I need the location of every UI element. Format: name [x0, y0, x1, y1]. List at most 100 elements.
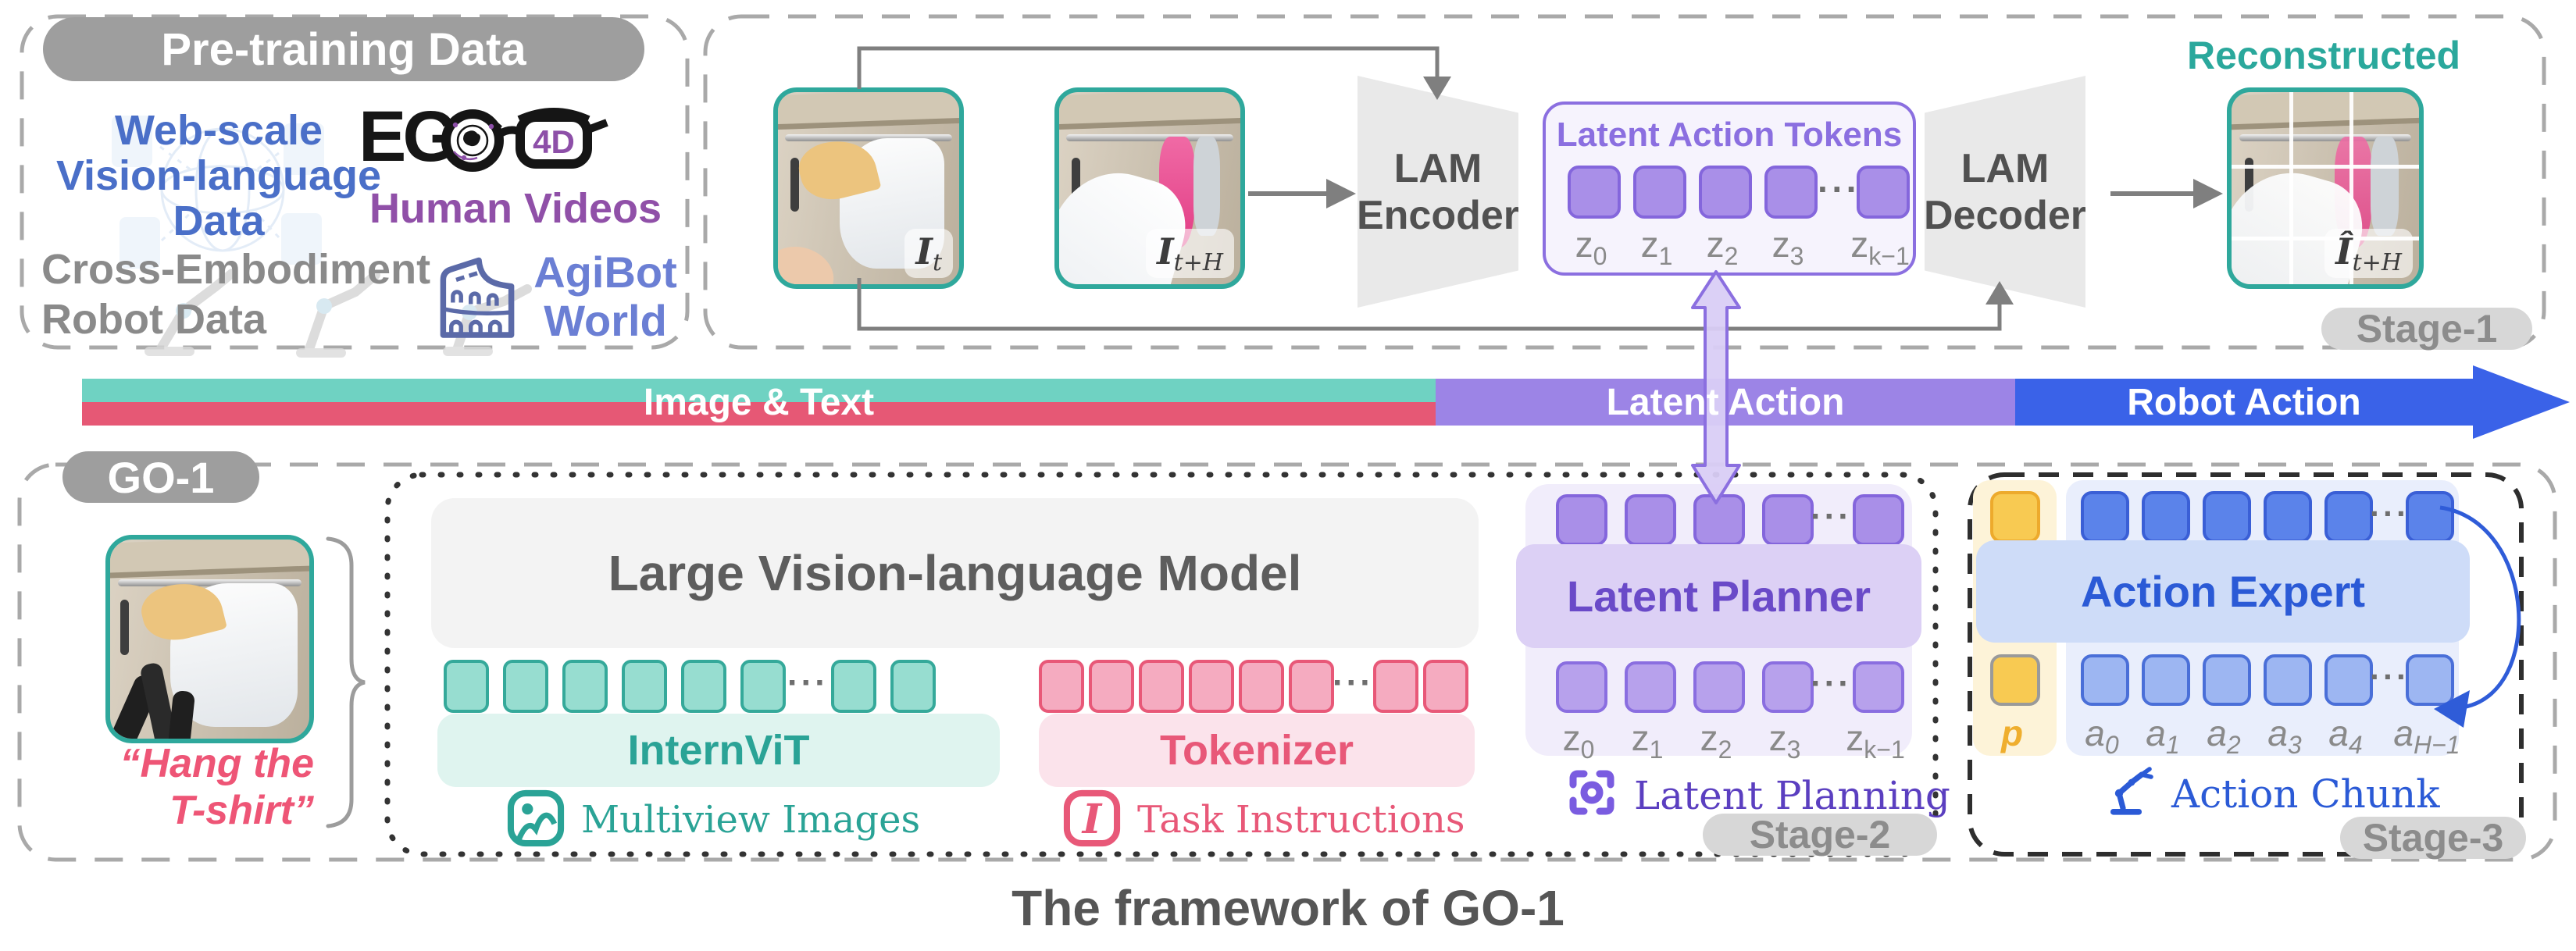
planner-token — [1693, 494, 1745, 546]
action-chunk-label: Action Chunk — [2171, 771, 2440, 817]
token-label: aH−1 — [2393, 713, 2460, 759]
flowbar-image-text-label: Image & Text — [643, 381, 875, 423]
action-chunk-robot-icon — [2110, 767, 2153, 815]
task-instructions-label: Task Instructions — [1137, 798, 1465, 842]
lam-decoder: LAM Decoder — [1925, 76, 2085, 308]
action-token — [2324, 491, 2373, 543]
task-instructions-icon: I — [1063, 789, 1121, 847]
image-label-t: It — [904, 229, 953, 278]
action-token — [2324, 654, 2373, 706]
robot-arms-decoration-icon — [144, 269, 532, 358]
image-token — [444, 660, 489, 713]
token-label: a2 — [2207, 713, 2241, 759]
robot-gripper — [166, 689, 195, 739]
image-token — [622, 660, 667, 713]
latent-action-tokens-box: Latent Action Tokens ··· z0 z1 z2 z3 zk−… — [1543, 102, 1916, 276]
token-label: z2 — [1706, 224, 1739, 270]
action-token — [2406, 654, 2454, 706]
lam-encoder: LAM Encoder — [1358, 76, 1518, 308]
image-token — [740, 660, 786, 713]
multiview-images-label: Multiview Images — [581, 798, 921, 842]
flowbar-robot-action-label: Robot Action — [2127, 381, 2361, 423]
latent-planner-box: Latent Planner — [1516, 544, 1921, 648]
image-token — [562, 660, 608, 713]
token-label: zk−1 — [1850, 224, 1910, 270]
planner-token — [1762, 661, 1814, 713]
ellipsis: ··· — [2370, 495, 2410, 532]
proprio-label: p — [2000, 713, 2024, 753]
image-token — [681, 660, 726, 713]
text-token — [1039, 660, 1084, 713]
flowbar-image-text-segment — [82, 379, 1436, 426]
action-token — [2142, 654, 2190, 706]
planner-token — [1625, 661, 1676, 713]
token-label: a4 — [2328, 713, 2363, 759]
lvlm-box: Large Vision-language Model — [431, 498, 1479, 648]
cross-embodiment-label: Cross-Embodiment Robot Data — [41, 246, 431, 343]
pretraining-title: Pre-training Data — [161, 23, 526, 75]
stage1-badge: Stage-1 — [2321, 307, 2532, 351]
ellipsis: ··· — [1333, 664, 1374, 702]
latent-token — [1857, 166, 1910, 219]
web-scale-data-label: Web-scale Vision-language Data — [55, 107, 382, 244]
token-label: zk−1 — [1846, 718, 1905, 764]
proprio-token — [1990, 654, 2040, 706]
text-token — [1373, 660, 1418, 713]
latent-planning-label: Latent Planning — [1634, 773, 1950, 818]
image-token — [890, 660, 936, 713]
action-token — [2406, 491, 2454, 543]
action-token — [2142, 491, 2190, 543]
agibot-world-label: AgiBot World — [533, 248, 677, 345]
image-token — [831, 660, 876, 713]
internvit-box: InternViT — [437, 714, 1000, 787]
latent-token — [1633, 166, 1686, 219]
action-token — [2081, 491, 2129, 543]
text-token — [1289, 660, 1334, 713]
go1-badge: GO-1 — [62, 451, 259, 503]
planner-token — [1625, 494, 1676, 546]
token-label: a1 — [2146, 713, 2180, 759]
text-token — [1139, 660, 1184, 713]
token-label: z2 — [1700, 718, 1732, 764]
latent-action-tokens-title: Latent Action Tokens — [1556, 116, 1903, 154]
pretraining-banner: Pre-training Data — [43, 17, 644, 81]
token-label: z1 — [1631, 718, 1664, 764]
stage2-badge: Stage-2 — [1703, 813, 1937, 857]
flowbar-arrowhead — [2473, 365, 2570, 439]
action-token — [2264, 654, 2312, 706]
reconstructed-image: Ît+H — [2227, 87, 2424, 289]
token-label: z3 — [1771, 224, 1804, 270]
svg-text:I: I — [1081, 796, 1103, 843]
agibot-colosseum-icon — [440, 257, 515, 338]
image-label-reconstructed: Ît+H — [2324, 229, 2413, 278]
latent-token — [1699, 166, 1752, 219]
ellipsis: ··· — [1811, 664, 1852, 703]
image-token — [503, 660, 548, 713]
token-label: z0 — [1575, 224, 1607, 270]
action-token — [2203, 491, 2251, 543]
token-label: a0 — [2085, 713, 2119, 759]
observation-image-t-plus-h: It+H — [1054, 87, 1245, 289]
action-token — [2081, 654, 2129, 706]
ego4d-logo: EG 4D — [362, 97, 608, 176]
latent-planning-icon — [1569, 770, 1614, 815]
ego4d-right-lens — [516, 112, 592, 169]
token-label: a3 — [2267, 713, 2302, 759]
proprio-token — [1990, 491, 2040, 543]
text-token — [1423, 660, 1468, 713]
observation-image-t: It — [773, 87, 964, 289]
image-label-t-plus-h: It+H — [1146, 229, 1234, 278]
text-token — [1089, 660, 1134, 713]
token-label: z0 — [1562, 718, 1595, 764]
token-label: z1 — [1640, 224, 1673, 270]
web-data-decoration-icon — [112, 116, 324, 269]
task-instruction-text: “Hang the T-shirt” — [120, 741, 314, 833]
text-token — [1239, 660, 1284, 713]
ego4d-4d-text: 4D — [533, 123, 575, 160]
flowbar-latent-action-label: Latent Action — [1606, 381, 1845, 423]
go1-observation-image — [105, 535, 314, 743]
action-token — [2203, 654, 2251, 706]
planner-token — [1853, 661, 1904, 713]
action-token — [2264, 491, 2312, 543]
